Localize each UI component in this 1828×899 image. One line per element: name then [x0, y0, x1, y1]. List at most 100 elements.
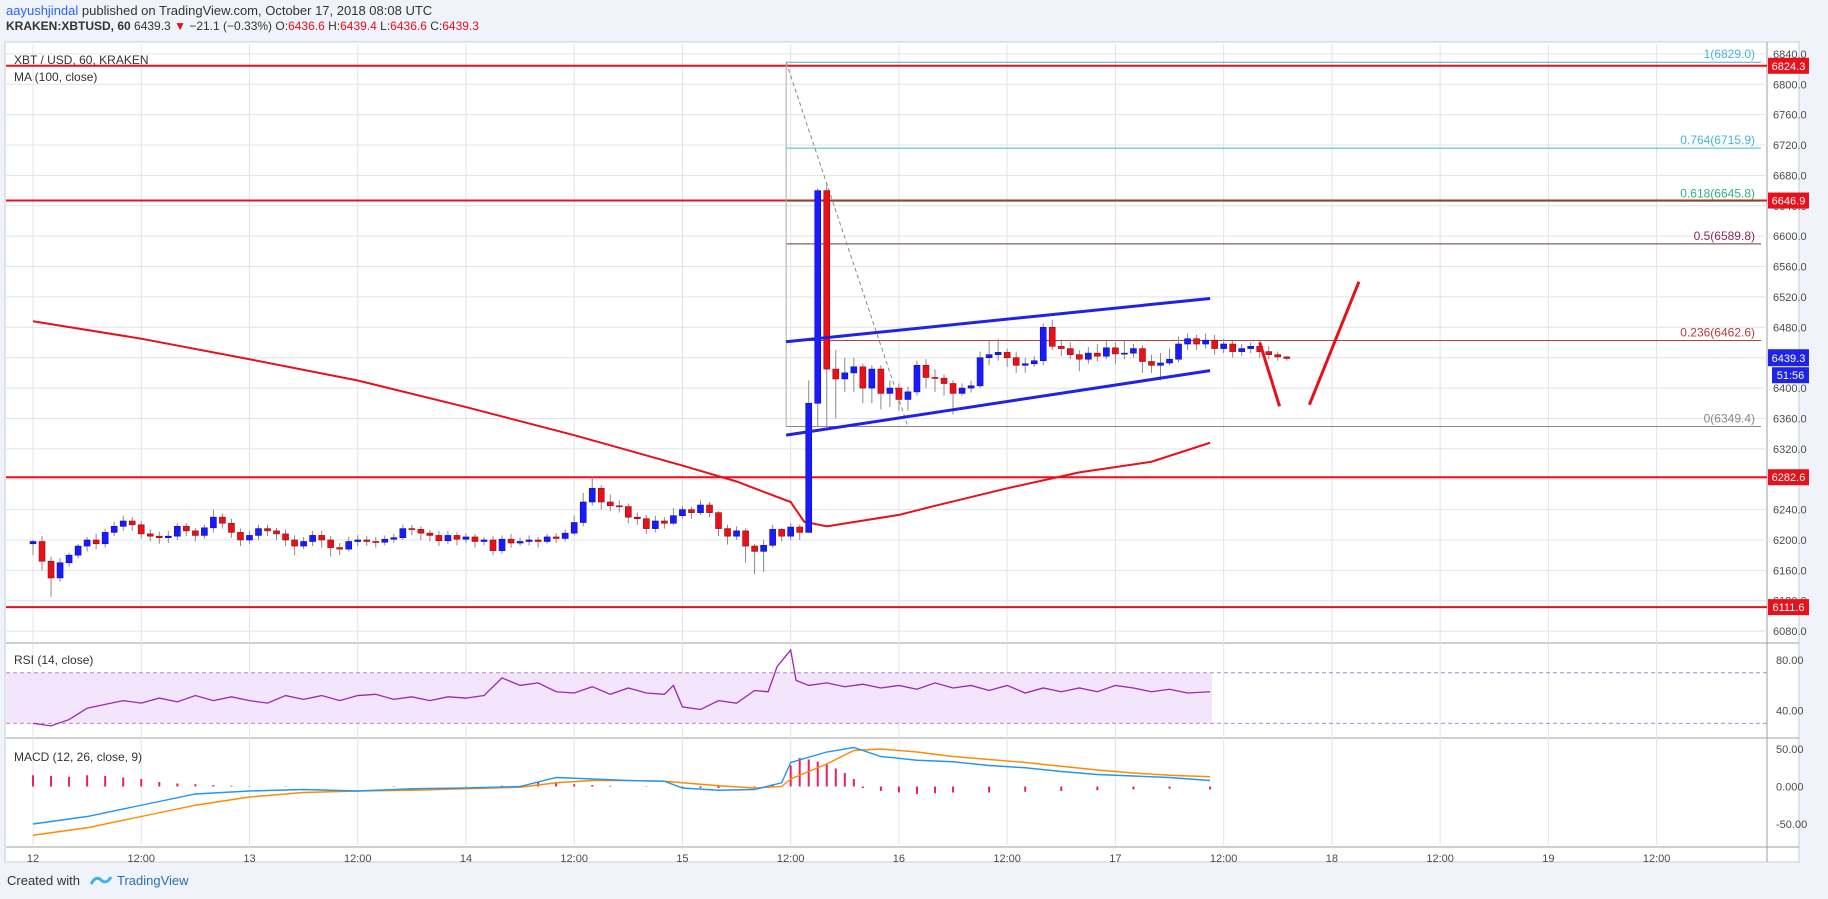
- fib-level-label: 0.618(6645.8): [1680, 186, 1755, 200]
- candle: [1112, 347, 1119, 355]
- y-tick-label: 6160.0: [1773, 565, 1807, 577]
- author-link[interactable]: aayushjindal: [6, 3, 79, 18]
- candle: [570, 522, 578, 534]
- y-tick-label: 6560.0: [1773, 262, 1807, 274]
- candle: [1085, 352, 1092, 360]
- candle: [868, 368, 876, 389]
- fib-level-label: 0.5(6589.8): [1694, 229, 1755, 243]
- candle: [1103, 347, 1110, 357]
- candle: [841, 372, 849, 380]
- candle: [1184, 338, 1191, 345]
- candle: [381, 538, 389, 543]
- projection-up-line: [1307, 281, 1361, 406]
- candle: [201, 527, 208, 536]
- y-tick-label: 6400.0: [1773, 383, 1807, 395]
- level-price-tag: [1768, 57, 1809, 74]
- candle: [1211, 339, 1218, 349]
- candle: [291, 539, 298, 547]
- price-change: −21.1 (−0.33%): [189, 19, 273, 33]
- rsi-y-tick-label: 40.00: [1776, 706, 1804, 718]
- candle: [742, 530, 749, 547]
- candle: [994, 352, 1002, 355]
- candle: [119, 520, 127, 527]
- candle: [814, 190, 822, 404]
- candle: [1238, 348, 1245, 352]
- open-value: 6436.6: [288, 19, 325, 33]
- countdown-tag: [1772, 367, 1809, 384]
- candle: [1229, 343, 1236, 352]
- candle: [56, 562, 64, 579]
- x-tick-label: 15: [676, 853, 688, 865]
- x-tick-label: 12:00: [127, 853, 155, 865]
- candle: [110, 526, 118, 533]
- candle: [444, 535, 452, 542]
- chart-frame: [4, 41, 1800, 863]
- candle: [1247, 345, 1254, 349]
- candle: [1076, 354, 1083, 360]
- candle: [823, 190, 831, 370]
- publish-info: published on TradingView.com, October 17…: [81, 3, 433, 18]
- candle: [625, 506, 632, 518]
- candle: [778, 529, 785, 537]
- candle: [985, 354, 993, 358]
- last-price-tag-label: 6439.3: [1772, 353, 1806, 365]
- candle: [1139, 348, 1146, 362]
- low-value: 6436.6: [390, 19, 427, 33]
- candle: [886, 387, 894, 394]
- x-tick-label: 18: [1326, 853, 1338, 865]
- candle: [1067, 348, 1074, 355]
- level-price-tag: [1768, 192, 1809, 209]
- ma-indicator-label: MA (100, close): [14, 70, 97, 84]
- candle: [805, 402, 813, 533]
- level-price-tag: [1768, 599, 1809, 616]
- candle: [498, 538, 506, 551]
- low-label: L:: [380, 19, 391, 33]
- candle: [715, 512, 722, 529]
- tradingview-brand[interactable]: TradingView: [117, 873, 189, 888]
- candle: [471, 536, 479, 542]
- y-tick-label: 6080.0: [1773, 626, 1807, 638]
- candle: [1157, 362, 1164, 366]
- candle: [38, 541, 46, 562]
- macd-label: MACD (12, 26, close, 9): [14, 750, 142, 764]
- candle: [210, 516, 217, 529]
- candle: [237, 532, 244, 541]
- high-label: H:: [328, 19, 341, 33]
- candle: [435, 535, 443, 542]
- candle: [489, 539, 497, 551]
- y-tick-label: 6520.0: [1773, 292, 1807, 304]
- candle: [724, 528, 731, 537]
- created-with-label: Created with: [7, 873, 80, 888]
- level-price-tag-label: 6646.9: [1772, 196, 1806, 208]
- candle: [597, 488, 605, 503]
- candle: [354, 539, 362, 542]
- macd-y-tick-label: -50.00: [1776, 819, 1807, 831]
- candle: [1039, 327, 1047, 362]
- candle: [1283, 356, 1291, 359]
- symbol-label: KRAKEN:XBTUSD, 60: [6, 19, 131, 33]
- candle: [561, 532, 569, 539]
- level-price-tag-label: 6824.3: [1772, 61, 1806, 73]
- candle: [615, 505, 623, 508]
- y-tick-label: 6240.0: [1773, 505, 1807, 517]
- candle: [174, 526, 181, 537]
- level-price-tag: [1768, 469, 1809, 486]
- candle: [1166, 358, 1173, 364]
- candle: [192, 530, 199, 536]
- candle: [1030, 360, 1038, 365]
- candle: [751, 545, 758, 552]
- candle: [74, 545, 82, 556]
- candle: [1193, 338, 1200, 345]
- candle: [922, 364, 930, 378]
- candle: [1094, 352, 1101, 357]
- candle: [155, 535, 163, 539]
- candle: [1265, 351, 1273, 355]
- x-tick-label: 16: [893, 853, 905, 865]
- x-tick-label: 13: [243, 853, 255, 865]
- candle: [336, 547, 343, 550]
- down-arrow-icon: ▼: [174, 19, 186, 33]
- candle: [363, 539, 371, 542]
- candle: [697, 504, 704, 513]
- candle: [895, 387, 903, 400]
